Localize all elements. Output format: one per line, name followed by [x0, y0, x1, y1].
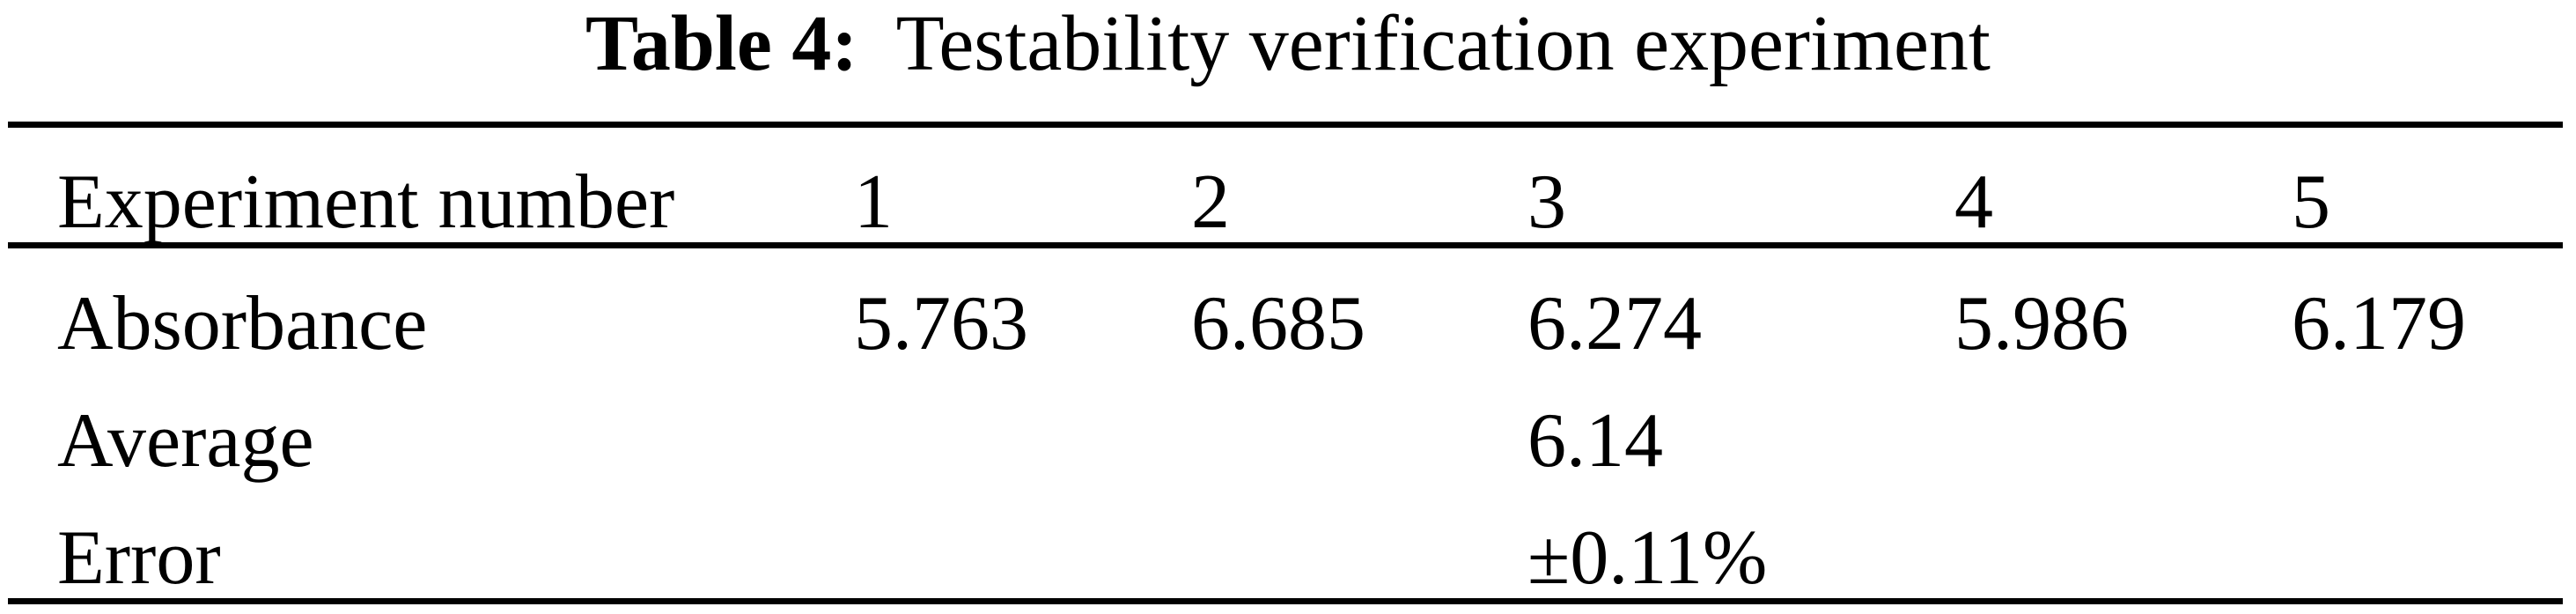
- row-label: Average: [57, 398, 314, 484]
- header-cell: 2: [1191, 159, 1230, 245]
- table-title: Testability verification experiment: [895, 0, 1991, 87]
- header-cell: 1: [854, 159, 893, 245]
- header-cell: 5: [2292, 159, 2330, 245]
- header-rule: [8, 242, 2563, 248]
- table-cell: ±0.11%: [1527, 515, 1768, 601]
- table-cell: 6.179: [2292, 281, 2466, 366]
- table-cell: 5.986: [1954, 281, 2129, 366]
- table-cell: 5.763: [854, 281, 1028, 366]
- table-cell: 6.14: [1527, 398, 1663, 484]
- top-rule: [8, 122, 2563, 128]
- table-caption: Table 4: Testability verification experi…: [0, 0, 2576, 88]
- table-label: Table 4:: [585, 0, 858, 87]
- header-cell: 3: [1527, 159, 1566, 245]
- row-label: Error: [57, 515, 221, 601]
- table-cell: 6.274: [1527, 281, 1702, 366]
- header-cell: 4: [1954, 159, 1993, 245]
- bottom-rule: [8, 598, 2563, 604]
- row-label: Absorbance: [57, 281, 428, 366]
- header-cell: Experiment number: [57, 159, 675, 245]
- table-cell: 6.685: [1191, 281, 1365, 366]
